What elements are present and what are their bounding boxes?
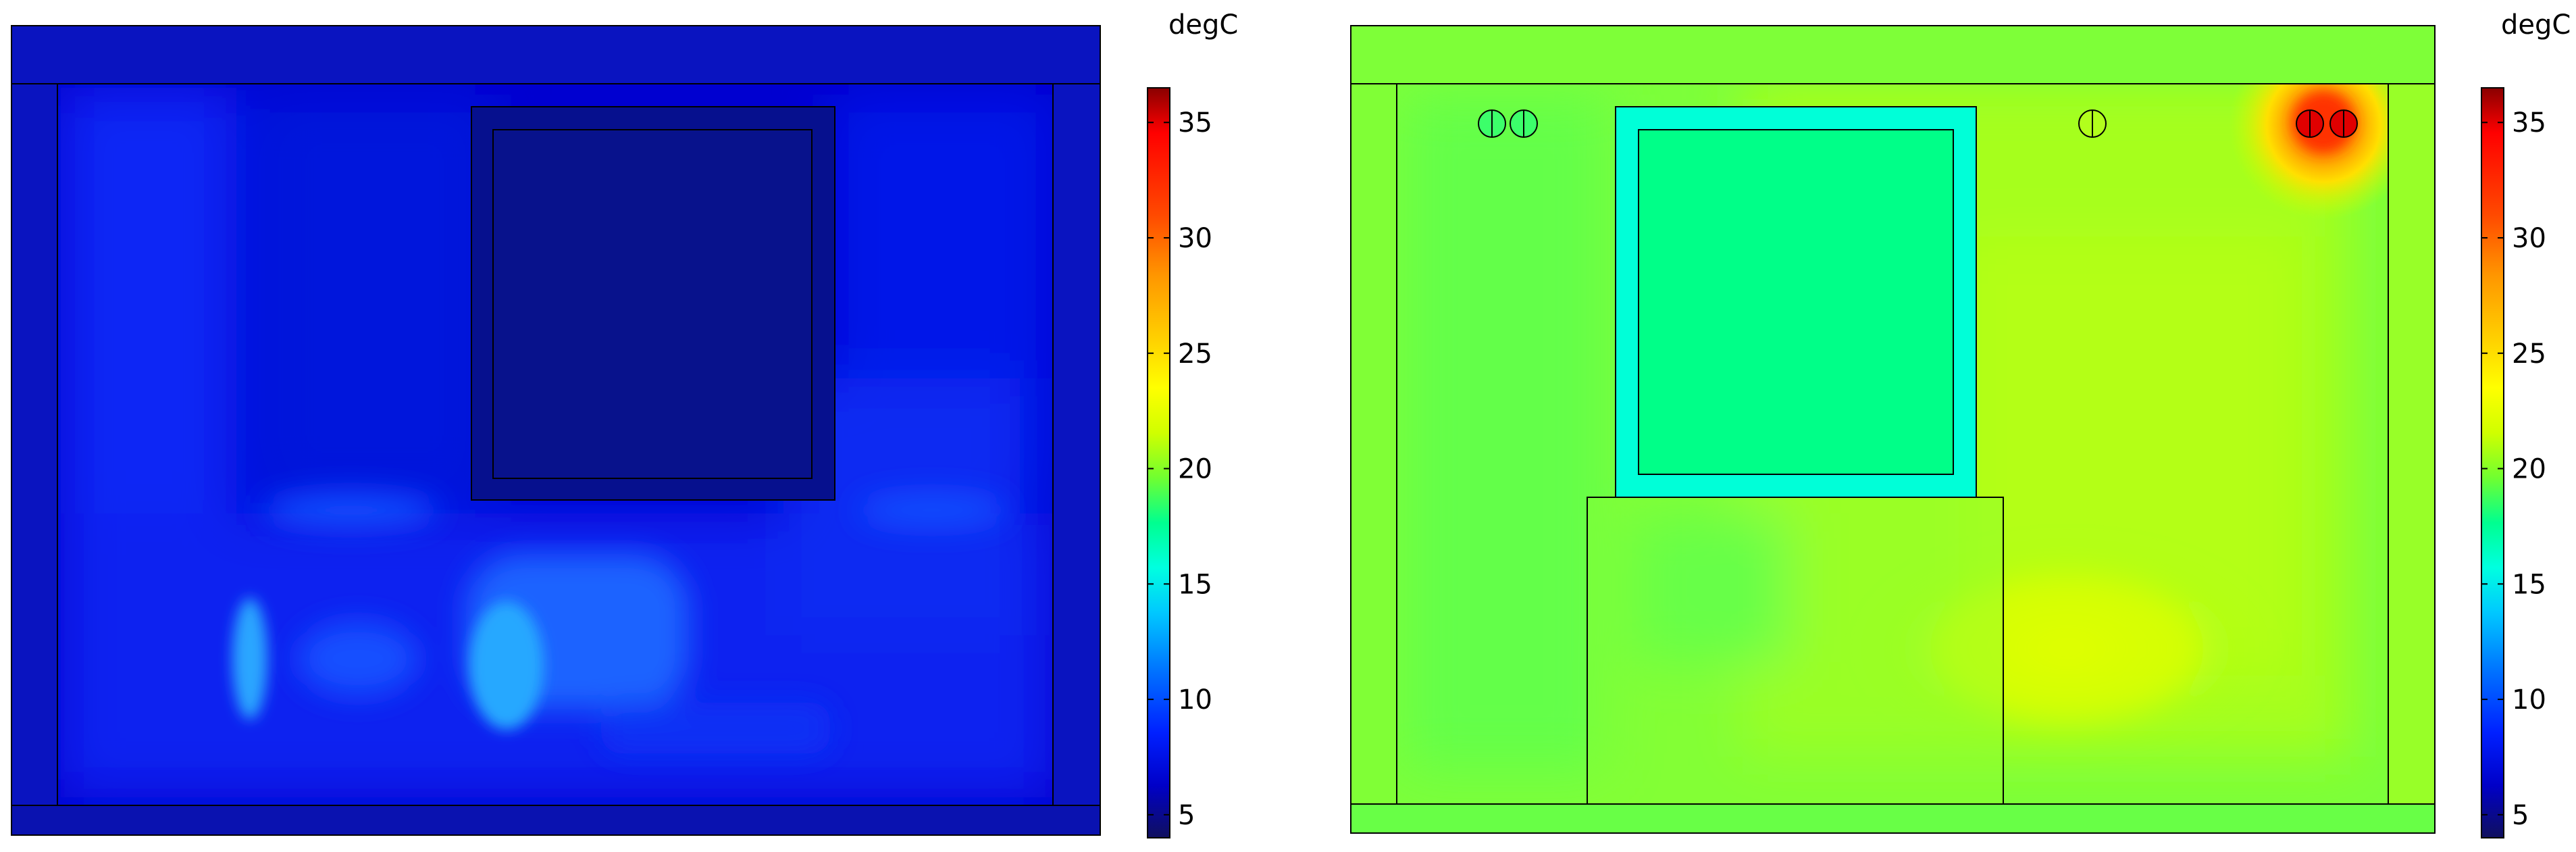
right-heatmap (1350, 25, 2436, 834)
colorbar-tick-label: 25 (2512, 339, 2546, 370)
colorbar-tick-label: 5 (1178, 800, 1195, 831)
right-colorbar: degC 5 10 15 20 25 30 35 (2481, 9, 2571, 838)
colorbar-tick-label: 30 (2512, 223, 2546, 254)
left-temperature-field (11, 26, 1100, 835)
colorbar-gradient (2481, 87, 2504, 838)
colorbar-tick-label: 15 (1178, 569, 1212, 600)
sensor-marker (2329, 109, 2358, 138)
colorbar-tick-label: 20 (2512, 454, 2546, 485)
colorbar-tick-label: 15 (2512, 569, 2546, 600)
sensor-markers (1478, 109, 2358, 138)
sensor-marker (1510, 109, 1538, 138)
colorbar-tick-label: 10 (2512, 684, 2546, 716)
colorbar-tick-label: 5 (2512, 800, 2529, 831)
colorbar-unit-label: degC (1168, 9, 1238, 41)
sensor-marker (1478, 109, 1506, 138)
colorbar-tick-label: 30 (1178, 223, 1212, 254)
colorbar-tick-label: 35 (1178, 107, 1212, 139)
colorbar-tick-label: 25 (1178, 339, 1212, 370)
colorbar-unit-label: degC (2501, 9, 2571, 41)
colorbar-tick-label: 20 (1178, 454, 1212, 485)
colorbar-gradient (1147, 87, 1170, 838)
right-geometry-outline (1350, 25, 2436, 834)
sensor-marker (2078, 109, 2107, 138)
left-geometry-outline (11, 25, 1101, 836)
left-heatmap (11, 25, 1101, 836)
colorbar-ticks: 5 10 15 20 25 30 35 (2481, 107, 2546, 831)
right-temperature-field (1351, 26, 2435, 833)
sensor-marker (2296, 109, 2324, 138)
colorbar-tick-label: 10 (1178, 684, 1212, 716)
colorbar-ticks: 5 10 15 20 25 30 35 (1148, 107, 1212, 831)
left-colorbar: degC 5 10 15 20 25 30 35 (1147, 9, 1238, 838)
colorbar-tick-label: 35 (2512, 107, 2546, 139)
